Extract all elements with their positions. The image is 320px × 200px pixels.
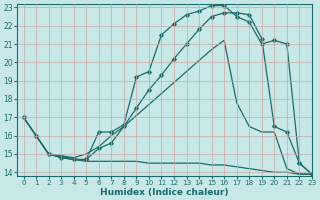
X-axis label: Humidex (Indice chaleur): Humidex (Indice chaleur)	[100, 188, 229, 197]
